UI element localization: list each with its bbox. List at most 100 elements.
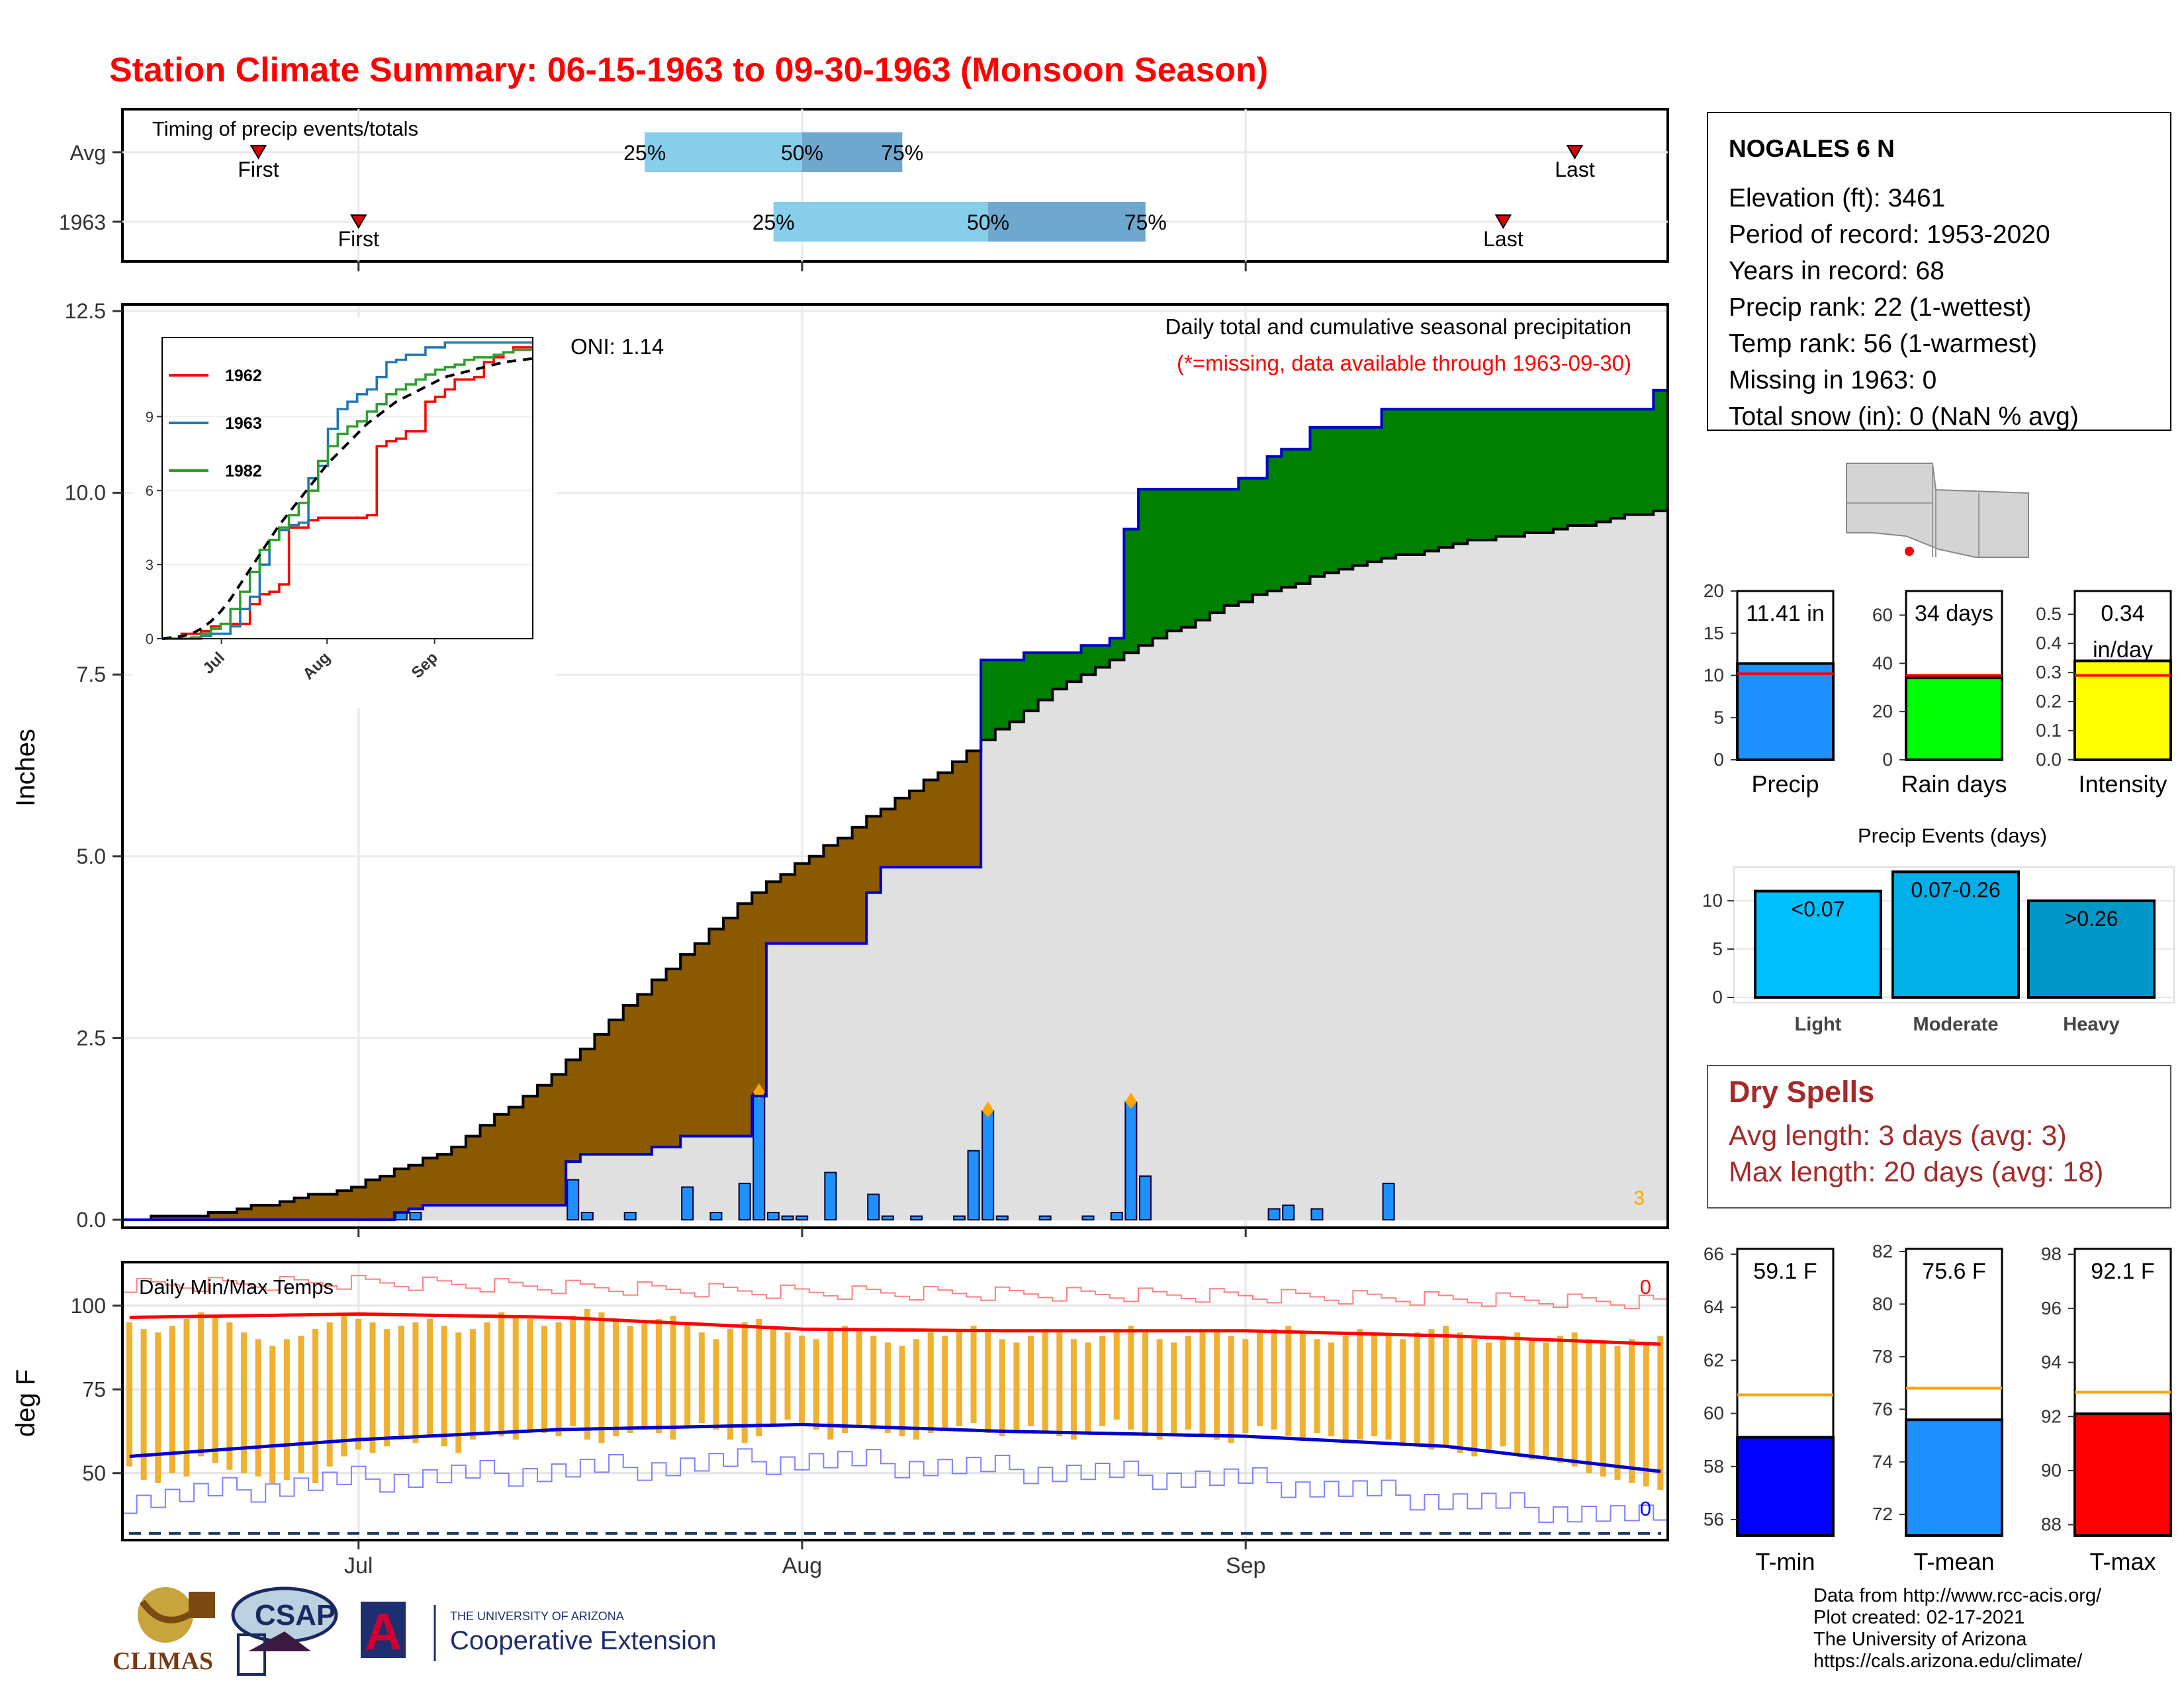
daily-precip-bar [738, 1183, 751, 1220]
temp-summary-bar [2073, 1412, 2172, 1537]
below-average-fill [594, 1034, 610, 1155]
events-category-label: Light [1795, 1014, 1842, 1035]
summary-bar-value-label: 11.41 in [1746, 601, 1824, 626]
below-average-fill [151, 1216, 166, 1220]
daily-temp-range-bar [498, 1312, 505, 1437]
above-average-fill [1124, 529, 1139, 653]
inset-y-tick-label: 6 [146, 482, 154, 499]
summary-bar-label: Rain days [1901, 770, 2007, 798]
summary-bar-tick-label: 0 [1882, 749, 1893, 770]
events-bar-heavy [2027, 899, 2156, 999]
ua-logo-big-text: Cooperative Extension [450, 1626, 716, 1655]
temp-x-tick-label: Aug [782, 1553, 823, 1578]
timing-first-marker [250, 145, 267, 160]
csap-bars-icon [237, 1633, 266, 1676]
below-average-fill [465, 1136, 480, 1206]
summary-bar-value-label: 0.34 [2101, 601, 2144, 626]
temp-y-tick-label: 100 [71, 1294, 106, 1318]
observed-cumulative-line [122, 388, 1668, 1221]
daily-temp-range-bar [255, 1339, 261, 1477]
daily-precip-bars [394, 1083, 1395, 1221]
below-average-fill [437, 1154, 452, 1206]
summary-bar-tick-label: 60 [1872, 604, 1893, 625]
above-average-fill [1024, 653, 1039, 711]
below-average-fill [365, 1179, 381, 1220]
below-average-fill [322, 1194, 338, 1220]
above-average-fill [1553, 409, 1569, 529]
precip-panel-subtitle: Daily total and cumulative seasonal prec… [1165, 314, 1631, 339]
daily-temp-range-bar [927, 1332, 934, 1434]
daily-temp-range-bar [1571, 1332, 1578, 1467]
record-high-line [122, 1275, 1668, 1310]
daily-temp-range-bar [1199, 1332, 1206, 1437]
dry-spells-box: Dry Spells Avg length: 3 days (avg: 3) M… [1707, 1065, 2171, 1209]
temp-summary-tick-label: 90 [2041, 1460, 2062, 1481]
temp-summary-bar [1905, 1418, 2003, 1537]
daily-temp-range-bar [1528, 1339, 1535, 1460]
above-average-fill [1338, 427, 1353, 569]
daily-temp-range-bar [570, 1315, 576, 1426]
daily-precip-bar [1124, 1101, 1138, 1220]
below-average-fill [451, 1147, 467, 1206]
daily-temp-range-bar [756, 1319, 762, 1437]
daily-precip-bar [796, 1215, 809, 1221]
daily-temp-range-bar [641, 1322, 648, 1430]
above-average-fill [1481, 409, 1497, 540]
above-average-fill [1009, 660, 1024, 722]
temp-summary-tick-label: 82 [1872, 1241, 1893, 1261]
daily-temp-range-bar [598, 1312, 605, 1443]
temp-summary-value-label: 92.1 F [2091, 1259, 2154, 1284]
footer-logos: CLIMAS CSAP A THE UNIVERSITY OF ARIZONA … [113, 1586, 716, 1676]
daily-temp-range-bar [1285, 1326, 1292, 1437]
daily-temp-range-bar [1271, 1329, 1277, 1430]
daily-temp-range-bar [1600, 1342, 1606, 1477]
climas-logo-text: CLIMAS [113, 1647, 213, 1675]
daily-temp-range-bar [799, 1336, 805, 1423]
temp-summary-label: T-min [1756, 1548, 1815, 1575]
above-average-fill [1381, 409, 1396, 559]
below-average-fill [737, 903, 752, 1136]
daily-temp-range-bar [126, 1322, 132, 1467]
daily-temp-range-bar [1299, 1332, 1306, 1440]
daily-temp-range-bar [455, 1332, 462, 1453]
daily-precip-bar [781, 1215, 794, 1221]
inset-series-line-1982 [162, 348, 533, 640]
daily-temp-range-bar [1657, 1336, 1664, 1490]
precip-panel: 0.0 2.5 5.0 7.5 10.0 12.5 Inches Daily total … [11, 299, 1669, 1237]
daily-temp-range-bar [856, 1329, 862, 1426]
above-average-fill [1081, 645, 1096, 675]
map-state-borders [1846, 463, 1979, 557]
below-average-fill [408, 1165, 424, 1209]
above-average-fill [1295, 449, 1310, 584]
above-average-fill [1324, 427, 1340, 573]
summary-bar-tick-label: 20 [1872, 701, 1893, 721]
timing-p75-label: 75% [1124, 210, 1167, 234]
temp-summary-tick-label: 62 [1704, 1349, 1724, 1370]
daily-temp-range-bar [1256, 1332, 1263, 1426]
temp-x-tick-label: Jul [344, 1553, 373, 1578]
daily-temp-range-bar [870, 1336, 877, 1430]
precip-events-chart: Precip Events (days) 0 5 10 <0.07 Light 0.07-… [1702, 824, 2175, 1035]
daily-temp-range-bar [312, 1329, 319, 1483]
daily-temp-range-bar [842, 1326, 848, 1434]
temp-y-tick-label: 50 [82, 1461, 106, 1485]
daily-temp-range-bar [183, 1319, 190, 1477]
oni-value: ONI: 1.14 [570, 334, 664, 359]
timing-row: 1963 25% 50% 75% First Last [59, 202, 1524, 251]
daily-temp-range-bar [827, 1329, 834, 1440]
precip-y-axis-label: Inches [11, 729, 40, 807]
daily-temp-range-bar [555, 1322, 562, 1437]
daily-precip-bar [766, 1212, 780, 1220]
dry-spells-frame [1707, 1065, 2171, 1209]
below-average-fill [222, 1212, 238, 1220]
daily-temp-range-bar [1614, 1346, 1621, 1480]
timing-row-label: 1963 [59, 210, 106, 234]
temp-summary-charts: 56 58 60 62 64 66 59.1 F T-min 72 74 76 78 80 82 75.6 … [1704, 1241, 2172, 1575]
daily-temp-range-bar [169, 1326, 175, 1473]
timing-last-label: Last [1555, 158, 1595, 181]
precip-area-fills [122, 390, 1668, 1220]
timing-first-label: First [238, 158, 279, 181]
inset-average-line [161, 357, 533, 640]
summary-bar-tick-label: 0 [1713, 749, 1724, 770]
